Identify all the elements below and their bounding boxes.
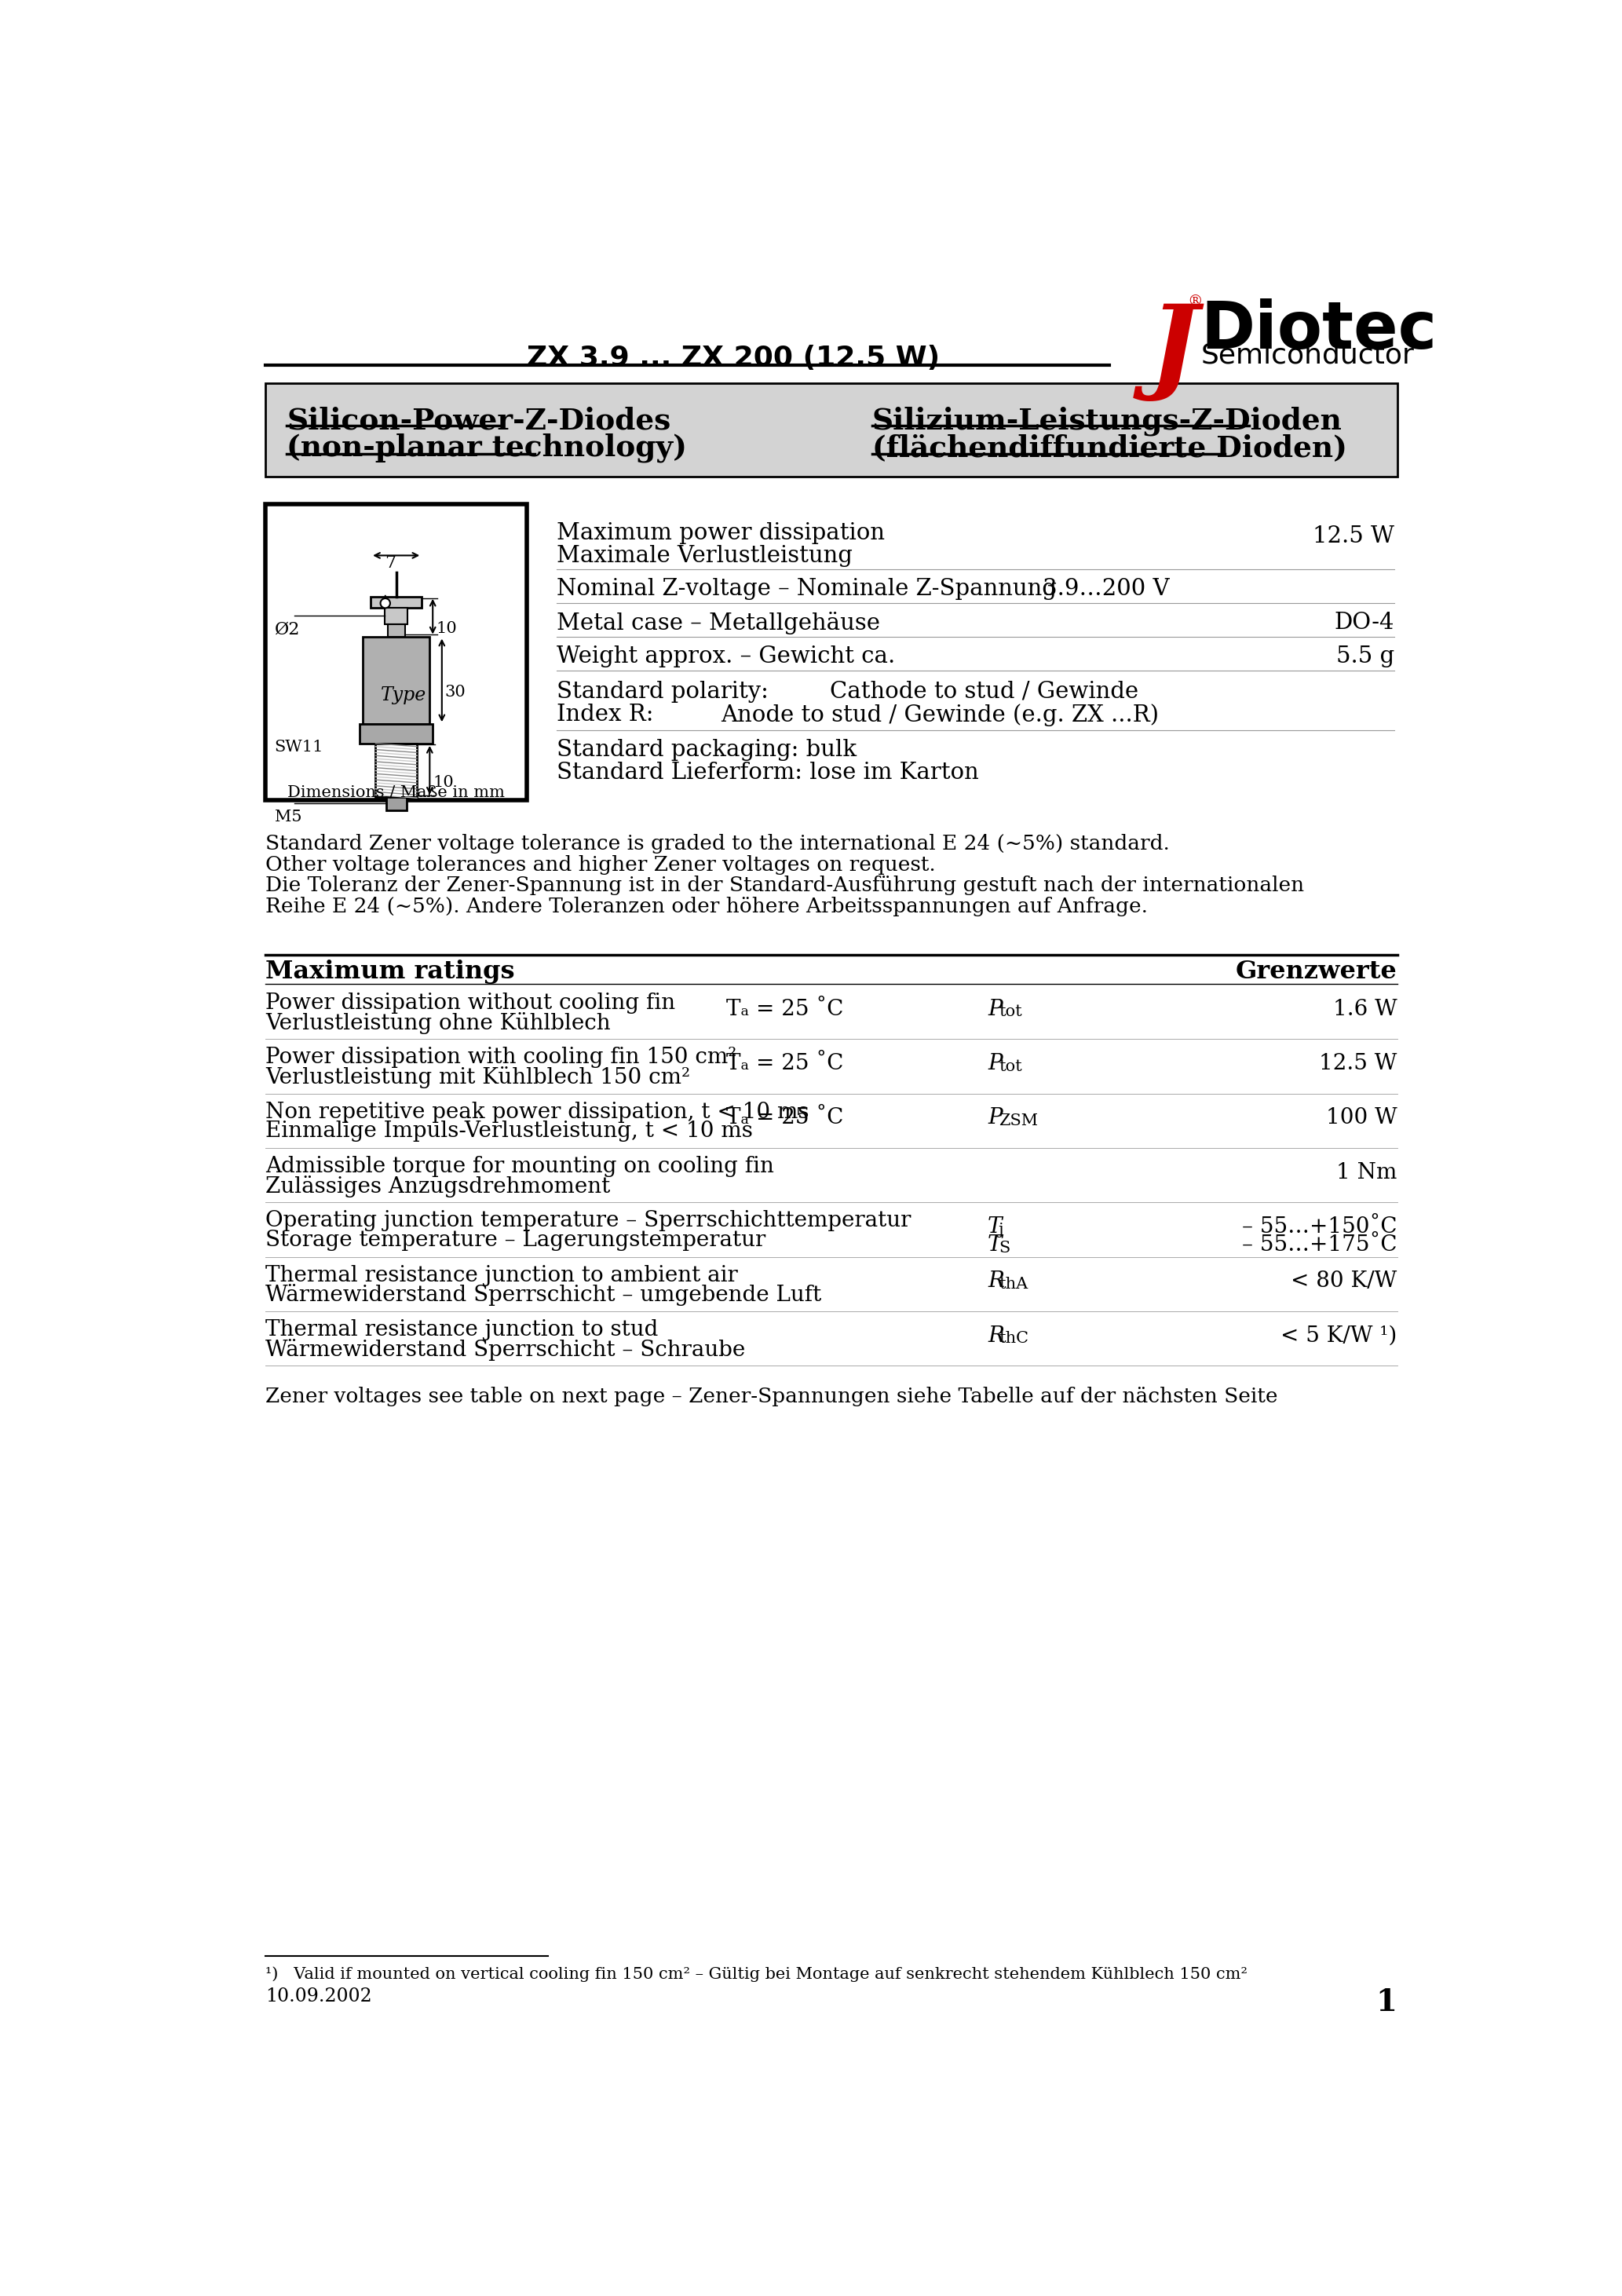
Text: Power dissipation with cooling fin 150 cm²: Power dissipation with cooling fin 150 c… (266, 1047, 736, 1068)
Text: 10: 10 (433, 776, 454, 790)
Text: tot: tot (999, 1058, 1022, 1075)
Text: 1.6 W: 1.6 W (1333, 999, 1397, 1019)
Bar (386, 797, 407, 810)
Text: Maximale Verlustleistung: Maximale Verlustleistung (556, 544, 852, 567)
Text: Dimensions / Maße in mm: Dimensions / Maße in mm (287, 785, 504, 799)
Text: Einmalige Impuls-Verlustleistung, t < 10 ms: Einmalige Impuls-Verlustleistung, t < 10… (266, 1120, 753, 1141)
Text: Die Toleranz der Zener-Spannung ist in der Standard-Ausführung gestuft nach der : Die Toleranz der Zener-Spannung ist in d… (266, 875, 1304, 895)
Text: DO-4: DO-4 (1333, 611, 1393, 634)
Text: ZSM: ZSM (999, 1114, 1038, 1127)
Bar (376, 744, 417, 797)
Text: Standard packaging: bulk: Standard packaging: bulk (556, 739, 856, 760)
Text: Standard Zener voltage tolerance is graded to the international E 24 (~5%) stand: Standard Zener voltage tolerance is grad… (266, 833, 1169, 854)
Text: Silicon-Power-Z-Diodes: Silicon-Power-Z-Diodes (287, 406, 672, 436)
Text: Verlustleistung mit Kühlblech 150 cm²: Verlustleistung mit Kühlblech 150 cm² (266, 1065, 691, 1088)
Text: 1: 1 (1375, 1988, 1397, 2018)
Text: M5: M5 (274, 810, 302, 824)
Bar (384, 608, 407, 625)
Bar (388, 625, 406, 636)
Text: Wärmewiderstand Sperrschicht – Schraube: Wärmewiderstand Sperrschicht – Schraube (266, 1339, 744, 1362)
Text: P: P (988, 1054, 1002, 1075)
Text: < 5 K/W ¹): < 5 K/W ¹) (1281, 1325, 1397, 1345)
Text: T: T (988, 1235, 1002, 1256)
Text: Reihe E 24 (~5%). Andere Toleranzen oder höhere Arbeitsspannungen auf Anfrage.: Reihe E 24 (~5%). Andere Toleranzen oder… (266, 898, 1148, 916)
Text: Standard Lieferform: lose im Karton: Standard Lieferform: lose im Karton (556, 762, 978, 783)
Text: P: P (988, 999, 1002, 1019)
Text: Grenzwerte: Grenzwerte (1236, 960, 1397, 983)
Bar (360, 723, 433, 744)
Text: Zener voltages see table on next page – Zener-Spannungen siehe Tabelle auf der n: Zener voltages see table on next page – … (266, 1387, 1278, 1407)
Bar (363, 636, 430, 723)
Text: Maximum ratings: Maximum ratings (266, 960, 514, 983)
Text: 100 W: 100 W (1325, 1107, 1397, 1130)
Text: Zulässiges Anzugsdrehmoment: Zulässiges Anzugsdrehmoment (266, 1176, 610, 1196)
Text: tot: tot (999, 1006, 1022, 1019)
Text: 12.5 W: 12.5 W (1319, 1054, 1397, 1075)
Text: Standard polarity:: Standard polarity: (556, 680, 769, 703)
Text: Wärmewiderstand Sperrschicht – umgebende Luft: Wärmewiderstand Sperrschicht – umgebende… (266, 1283, 821, 1306)
Text: T: T (988, 1217, 1002, 1238)
Text: 10: 10 (436, 622, 457, 636)
Text: – 55…+175˚C: – 55…+175˚C (1242, 1235, 1397, 1256)
Bar (266, 505, 527, 801)
Text: 30: 30 (444, 684, 466, 700)
Text: 7: 7 (384, 553, 396, 572)
Text: ¹)   Valid if mounted on vertical cooling fin 150 cm² – Gültig bei Montage auf s: ¹) Valid if mounted on vertical cooling … (266, 1968, 1247, 1981)
Text: (flächendiffundierte Dioden): (flächendiffundierte Dioden) (873, 434, 1346, 461)
Text: ®: ® (1187, 294, 1202, 310)
Text: (non-planar technology): (non-planar technology) (287, 434, 688, 464)
Text: Semiconductor: Semiconductor (1200, 342, 1414, 370)
Text: Non repetitive peak power dissipation, t < 10 ms: Non repetitive peak power dissipation, t… (266, 1102, 809, 1123)
Text: J: J (1148, 301, 1199, 402)
Text: Nominal Z-voltage – Nominale Z-Spannung: Nominal Z-voltage – Nominale Z-Spannung (556, 579, 1056, 599)
Text: Anode to stud / Gewinde (e.g. ZX ...R): Anode to stud / Gewinde (e.g. ZX ...R) (720, 703, 1158, 726)
Text: Other voltage tolerances and higher Zener voltages on request.: Other voltage tolerances and higher Zene… (266, 854, 936, 875)
Text: S: S (999, 1240, 1011, 1256)
Text: Metal case – Metallgehäuse: Metal case – Metallgehäuse (556, 611, 879, 634)
Text: Weight approx. – Gewicht ca.: Weight approx. – Gewicht ca. (556, 645, 895, 668)
Text: < 80 K/W: < 80 K/W (1291, 1270, 1397, 1293)
Text: Thermal resistance junction to ambient air: Thermal resistance junction to ambient a… (266, 1265, 738, 1286)
Text: Operating junction temperature – Sperrschichttemperatur: Operating junction temperature – Sperrsc… (266, 1210, 912, 1231)
Text: thC: thC (999, 1332, 1028, 1345)
Text: R: R (988, 1325, 1004, 1345)
Text: Index R:: Index R: (556, 703, 654, 726)
Text: Ø2: Ø2 (274, 620, 300, 638)
Bar (266, 383, 1397, 478)
Text: SW11: SW11 (274, 739, 324, 755)
Text: Power dissipation without cooling fin: Power dissipation without cooling fin (266, 992, 675, 1015)
Text: Tₐ = 25 ˚C: Tₐ = 25 ˚C (727, 1107, 843, 1130)
Text: Maximum power dissipation: Maximum power dissipation (556, 521, 884, 544)
Text: 1 Nm: 1 Nm (1337, 1162, 1397, 1182)
Bar (371, 597, 422, 608)
Text: 10.09.2002: 10.09.2002 (266, 1988, 371, 2004)
Text: Thermal resistance junction to stud: Thermal resistance junction to stud (266, 1320, 659, 1341)
Text: 5.5 g: 5.5 g (1337, 645, 1393, 668)
Text: thA: thA (999, 1277, 1028, 1293)
Text: 12.5 W: 12.5 W (1312, 526, 1393, 546)
Text: Cathode to stud / Gewinde: Cathode to stud / Gewinde (830, 680, 1139, 703)
Text: Verlustleistung ohne Kühlblech: Verlustleistung ohne Kühlblech (266, 1013, 610, 1033)
Text: Type: Type (381, 687, 427, 705)
Text: R: R (988, 1270, 1004, 1293)
Text: Storage temperature – Lagerungstemperatur: Storage temperature – Lagerungstemperatu… (266, 1231, 766, 1251)
Text: Diotec: Diotec (1200, 298, 1437, 363)
Text: Tₐ = 25 ˚C: Tₐ = 25 ˚C (727, 999, 843, 1019)
Text: Silizium-Leistungs-Z-Dioden: Silizium-Leistungs-Z-Dioden (873, 406, 1343, 436)
Text: ZX 3.9 ... ZX 200 (12.5 W): ZX 3.9 ... ZX 200 (12.5 W) (527, 344, 941, 372)
Circle shape (381, 599, 391, 608)
Text: Admissible torque for mounting on cooling fin: Admissible torque for mounting on coolin… (266, 1155, 774, 1178)
Text: P: P (988, 1107, 1002, 1130)
Text: 3.9…200 V: 3.9…200 V (1043, 579, 1169, 599)
Text: Tₐ = 25 ˚C: Tₐ = 25 ˚C (727, 1054, 843, 1075)
Text: – 55…+150˚C: – 55…+150˚C (1242, 1217, 1397, 1238)
Text: j: j (999, 1221, 1004, 1238)
